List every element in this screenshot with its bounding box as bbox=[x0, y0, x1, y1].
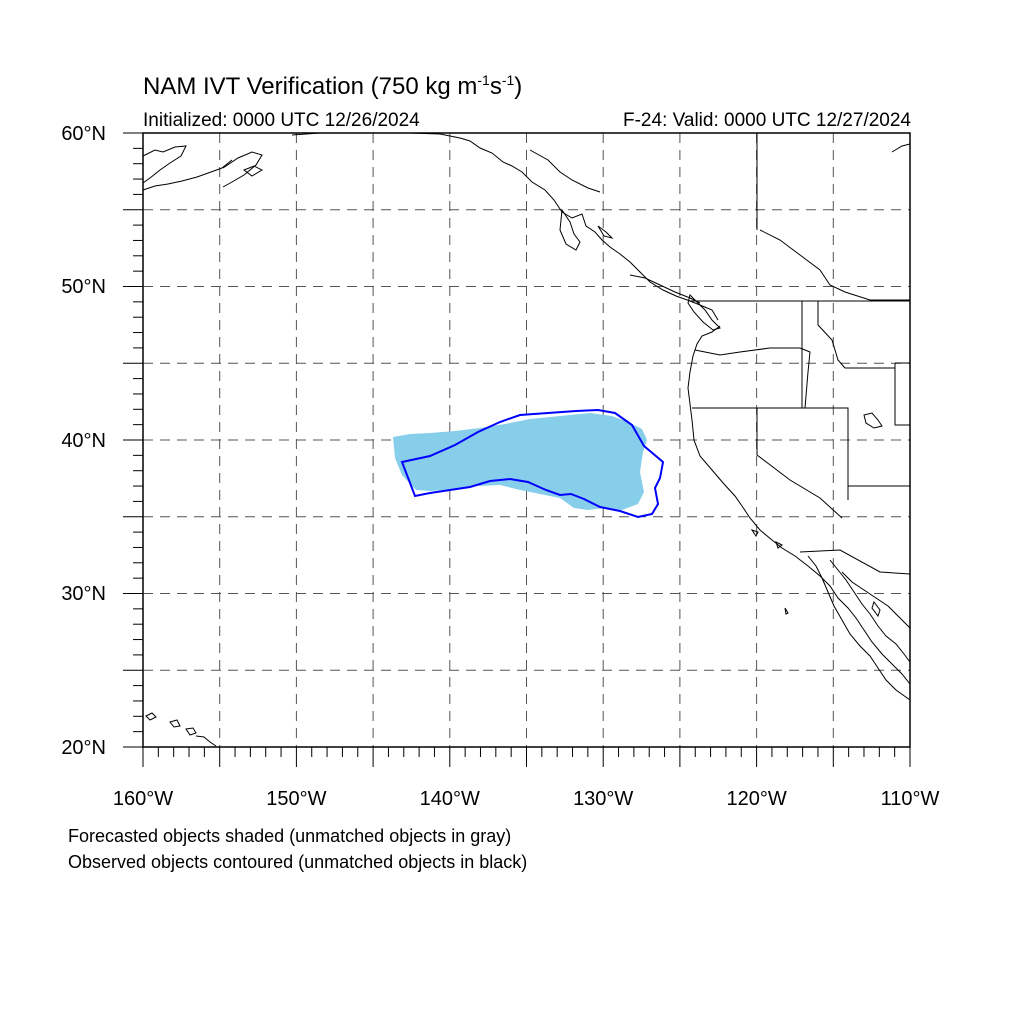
lon-label: 140°W bbox=[420, 788, 480, 810]
valid-time: F-24: Valid: 0000 UTC 12/27/2024 bbox=[623, 110, 911, 131]
axis-ticks bbox=[123, 132, 911, 767]
lat-label: 50°N bbox=[61, 276, 106, 298]
lon-label: 120°W bbox=[726, 788, 786, 810]
observed-ivt-object bbox=[400, 408, 665, 519]
initialized-time: Initialized: 0000 UTC 12/26/2024 bbox=[143, 110, 420, 131]
political-borders bbox=[690, 133, 911, 575]
lon-label: 160°W bbox=[113, 788, 173, 810]
forecast-ivt-object bbox=[393, 413, 647, 510]
coastlines bbox=[142, 132, 911, 747]
lon-label: 110°W bbox=[881, 788, 940, 810]
footer-observed-note: Observed objects contoured (unmatched ob… bbox=[68, 852, 528, 872]
longitude-labels: 160°W 150°W 140°W 130°W 120°W 110°W bbox=[113, 788, 940, 810]
lon-label: 150°W bbox=[266, 788, 326, 810]
latitude-labels: 20°N 30°N 40°N 50°N 60°N bbox=[61, 123, 106, 759]
lat-label: 30°N bbox=[61, 583, 106, 605]
footer-forecast-note: Forecasted objects shaded (unmatched obj… bbox=[68, 826, 512, 846]
lat-label: 40°N bbox=[61, 430, 106, 452]
lat-label: 60°N bbox=[61, 123, 106, 145]
map-title: NAM IVT Verification (750 kg m-1s-1) bbox=[143, 72, 523, 100]
lat-label: 20°N bbox=[61, 737, 106, 759]
lon-label: 130°W bbox=[573, 788, 633, 810]
